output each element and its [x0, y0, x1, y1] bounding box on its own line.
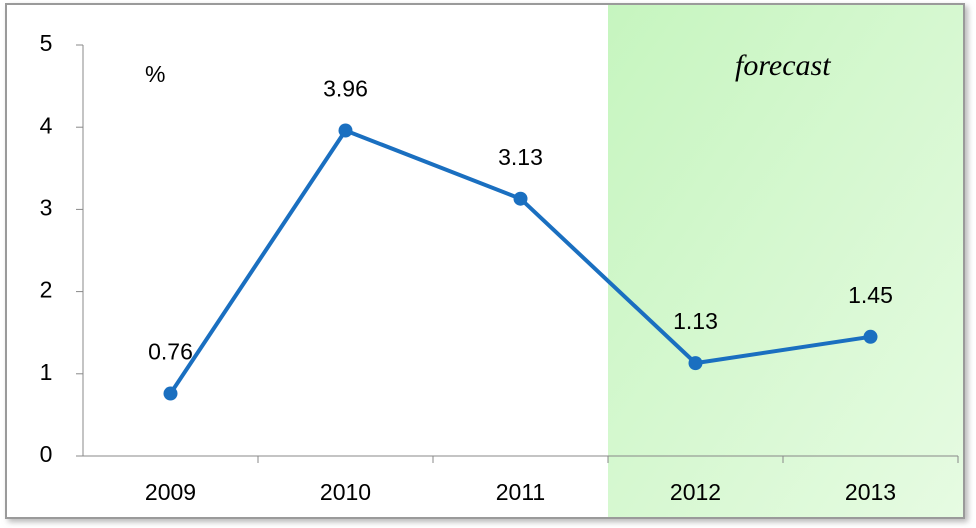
data-label: 1.13	[673, 308, 718, 334]
data-label: 3.13	[498, 144, 543, 170]
x-tick-label: 2012	[670, 479, 721, 505]
x-tick-label: 2011	[496, 479, 545, 505]
y-tick-label: 5	[40, 30, 53, 56]
x-tick-label: 2013	[845, 479, 896, 505]
data-label: 1.45	[848, 282, 893, 308]
y-tick-label: 3	[40, 194, 53, 220]
data-label: 0.76	[148, 339, 193, 365]
annotation: forecast	[735, 49, 831, 82]
point	[338, 123, 353, 138]
y-tick-label: 1	[40, 359, 53, 385]
point	[513, 191, 528, 206]
x-tick-label: 2010	[320, 479, 371, 505]
data-label: 3.96	[323, 76, 368, 102]
point	[163, 386, 178, 401]
point	[863, 329, 878, 344]
y-unit-label: %	[145, 61, 165, 87]
forecast-region	[608, 5, 963, 517]
y-tick-label: 2	[40, 277, 53, 303]
point	[688, 356, 703, 371]
x-tick-label: 2009	[145, 479, 196, 505]
y-tick-label: 4	[40, 112, 53, 138]
y-tick-label: 0	[40, 441, 53, 467]
